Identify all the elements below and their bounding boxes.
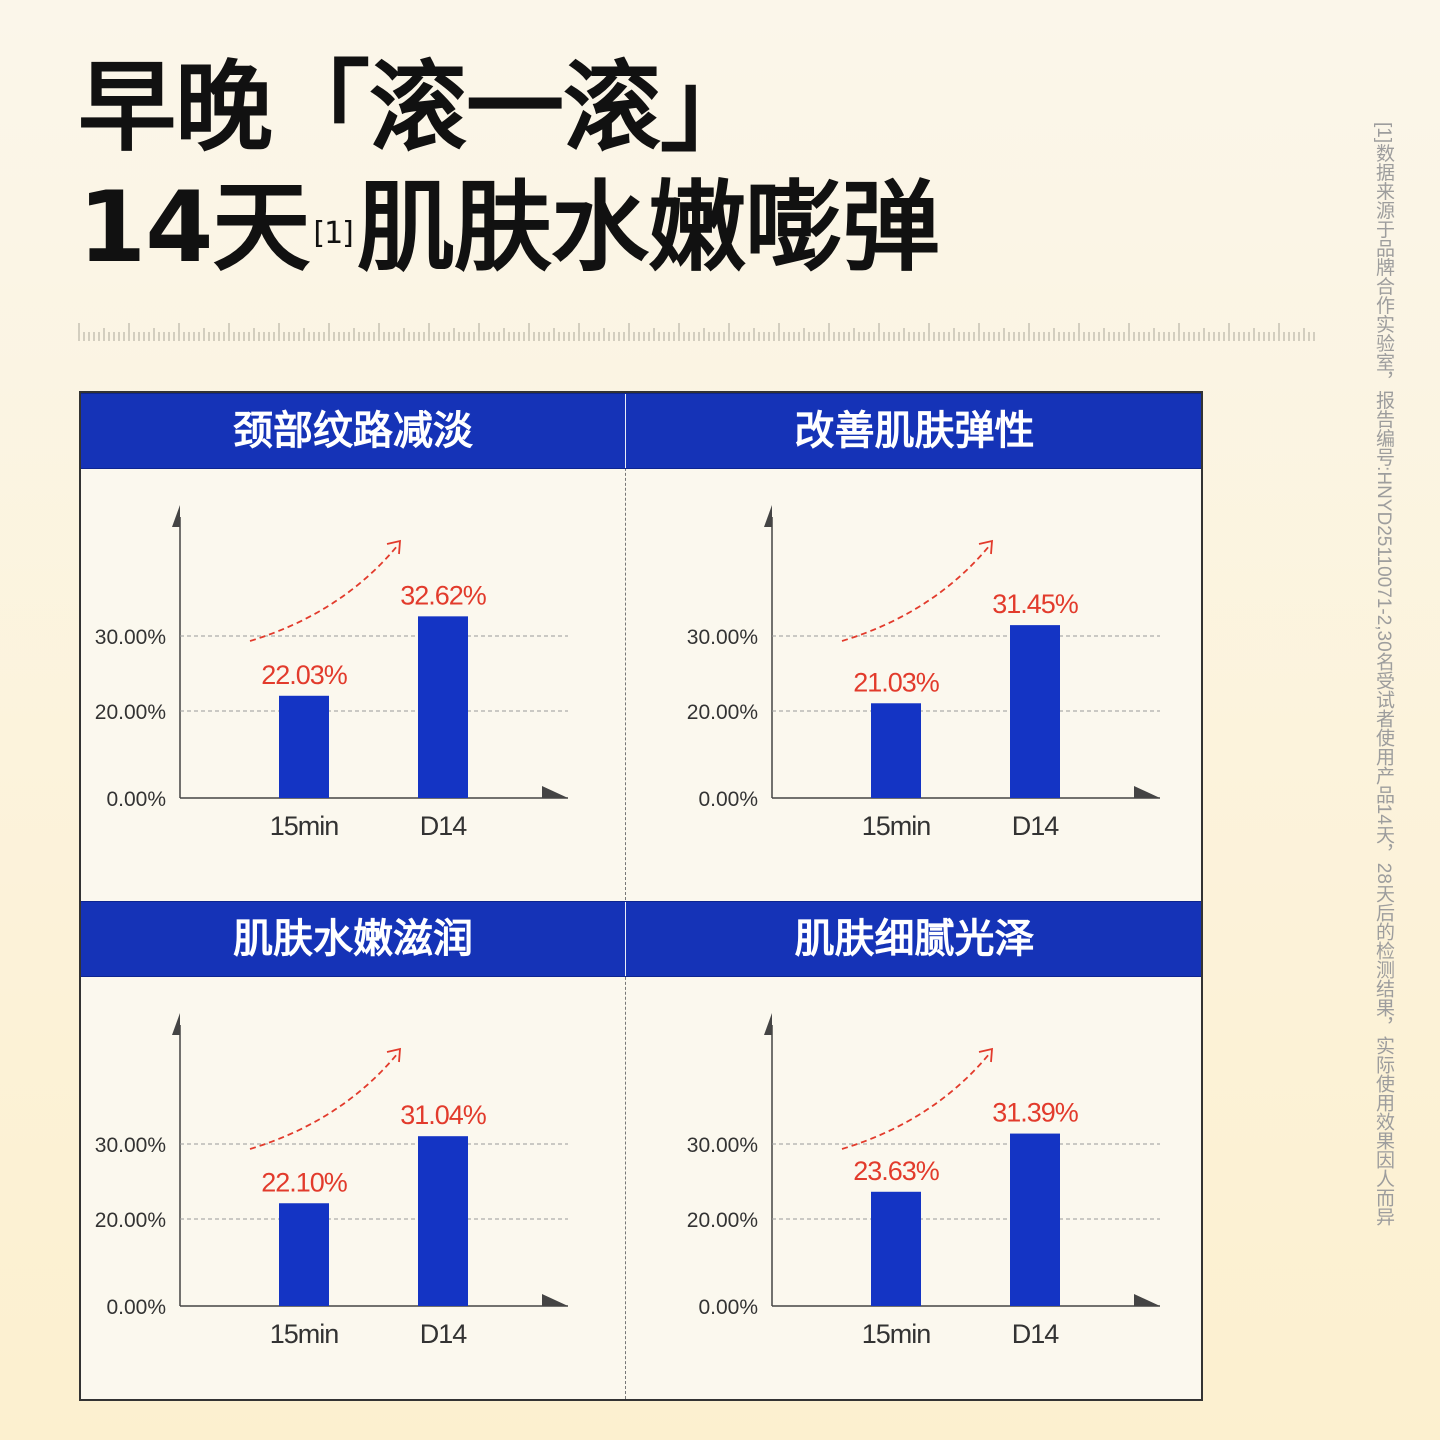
footnote-text: [1]数据来源于品牌合作实验室，报告编号:HNYD25110071-2,30名受… xyxy=(1373,122,1394,1226)
y-axis-arrow xyxy=(764,1013,772,1035)
value-label: 31.39% xyxy=(992,1098,1079,1128)
chart-title-hydration: 肌肤水嫩滋润 xyxy=(233,916,473,962)
x-tick-label: 15min xyxy=(270,1319,339,1349)
chart-hydration: 0.00%20.00%30.00%22.10%[1]15min31.04%[1]… xyxy=(95,1013,568,1349)
header-split xyxy=(625,394,626,468)
value-label: 21.03% xyxy=(853,667,940,697)
x-tick-label: D14 xyxy=(1012,811,1060,841)
y-tick-label: 0.00% xyxy=(106,1296,166,1319)
x-tick-label: D14 xyxy=(420,1319,468,1349)
y-tick-label: 0.00% xyxy=(106,788,166,811)
x-axis-arrow xyxy=(542,786,568,798)
trend-arrow xyxy=(841,544,991,642)
y-axis-arrow xyxy=(172,1013,180,1035)
chart-title-neck-lines: 颈部纹路减淡 xyxy=(233,408,473,454)
chart-elasticity: 0.00%20.00%30.00%21.03%[1]15min31.45%[1]… xyxy=(687,505,1160,841)
headline-benefit: 肌肤水嫩嘭弹 xyxy=(356,171,940,285)
bar-D14 xyxy=(418,1136,468,1306)
header-bar-bottom: 肌肤水嫩滋润 肌肤细腻光泽 xyxy=(81,901,1201,977)
value-label: 32.62% xyxy=(400,580,487,610)
x-tick-label: D14 xyxy=(1012,1319,1060,1349)
value-label: 31.04% xyxy=(400,1100,487,1130)
chart-neck-lines: 0.00%20.00%30.00%22.03%[1]15min32.62%[1]… xyxy=(95,505,568,841)
y-tick-label: 30.00% xyxy=(95,626,166,649)
y-tick-label: 20.00% xyxy=(95,701,166,724)
y-tick-label: 20.00% xyxy=(95,1209,166,1232)
trend-arrow xyxy=(841,1052,991,1150)
trend-arrow-head xyxy=(386,539,401,555)
trend-arrow-head xyxy=(978,539,993,555)
y-tick-label: 20.00% xyxy=(687,701,758,724)
chart-radiance: 0.00%20.00%30.00%23.63%[1]15min31.39%[1]… xyxy=(687,1013,1160,1349)
value-label: 22.10% xyxy=(261,1167,348,1197)
y-axis-arrow xyxy=(172,505,180,527)
bar-D14 xyxy=(418,616,468,798)
y-tick-label: 20.00% xyxy=(687,1209,758,1232)
x-axis-arrow xyxy=(1134,786,1160,798)
ruler-decoration xyxy=(78,323,1315,341)
bar-D14 xyxy=(1010,625,1060,798)
bar-15min xyxy=(279,1203,329,1306)
chart-title-radiance: 肌肤细腻光泽 xyxy=(794,916,1035,962)
headline-footnote-ref: [1] xyxy=(313,216,353,251)
y-tick-label: 0.00% xyxy=(698,1296,758,1319)
trend-arrow-head xyxy=(386,1047,401,1063)
headline: 早晚「滚一滚」 14天 [1]肌肤水嫩嘭弹 xyxy=(78,48,940,288)
y-tick-label: 30.00% xyxy=(687,1134,758,1157)
bar-D14 xyxy=(1010,1133,1060,1306)
bar-15min xyxy=(279,695,329,798)
x-tick-label: 15min xyxy=(862,1319,931,1349)
header-bar-top: 颈部纹路减淡 改善肌肤弹性 xyxy=(81,393,1201,469)
value-label: 31.45% xyxy=(992,589,1079,619)
value-label: 23.63% xyxy=(853,1156,940,1186)
header-split xyxy=(625,902,626,976)
trend-arrow-head xyxy=(978,1047,993,1063)
x-tick-label: 15min xyxy=(862,811,931,841)
x-tick-label: 15min xyxy=(270,811,339,841)
y-tick-label: 0.00% xyxy=(698,788,758,811)
x-tick-label: D14 xyxy=(420,811,468,841)
headline-line-1: 早晚「滚一滚」 xyxy=(78,51,758,165)
y-tick-label: 30.00% xyxy=(95,1134,166,1157)
panel-divider-vertical xyxy=(625,393,626,1399)
chart-title-elasticity: 改善肌肤弹性 xyxy=(794,408,1035,454)
y-tick-label: 30.00% xyxy=(687,626,758,649)
x-axis-arrow xyxy=(542,1294,568,1306)
value-label: 22.03% xyxy=(261,660,348,690)
trend-arrow xyxy=(249,1052,399,1150)
headline-days: 14天 xyxy=(78,171,310,285)
bar-15min xyxy=(871,1191,921,1306)
y-axis-arrow xyxy=(764,505,772,527)
x-axis-arrow xyxy=(1134,1294,1160,1306)
headline-line-2: 14天 [1]肌肤水嫩嘭弹 xyxy=(78,168,940,288)
trend-arrow xyxy=(249,544,399,642)
bar-15min xyxy=(871,703,921,798)
